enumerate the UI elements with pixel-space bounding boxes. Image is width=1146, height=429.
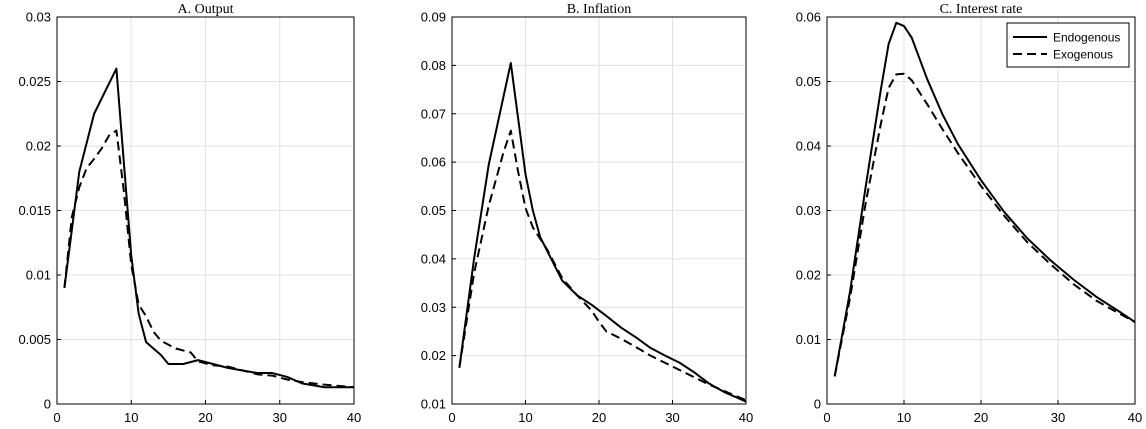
axes-box	[56, 16, 355, 405]
x-tick-label: 40	[1128, 410, 1142, 425]
x-tick-label: 30	[665, 410, 679, 425]
x-tick-label: 20	[198, 410, 212, 425]
x-tick-label: 40	[347, 410, 361, 425]
y-tick-label: 0.02	[796, 268, 821, 283]
series-line-endogenous	[63, 67, 354, 389]
y-tick-label: 0.06	[796, 10, 821, 25]
y-tick-label: 0.03	[26, 10, 51, 25]
y-tick-label: 0.05	[796, 74, 821, 89]
y-tick-label: 0.08	[421, 58, 446, 73]
y-tick-label: 0.07	[421, 106, 446, 121]
axes-box	[826, 16, 1136, 405]
legend-box	[1006, 22, 1130, 68]
series-line-exogenous	[63, 129, 355, 389]
y-tick-label: 0.03	[421, 300, 446, 315]
x-tick-label: 10	[897, 410, 911, 425]
axes-box	[451, 16, 747, 405]
x-tick-label: 10	[518, 410, 532, 425]
y-tick-label: 0	[44, 397, 51, 412]
y-tick-label: 0.025	[18, 74, 51, 89]
series-line-endogenous	[458, 61, 747, 403]
y-tick-label: 0.01	[421, 397, 446, 412]
y-tick-label: 0.02	[421, 348, 446, 363]
chart-title: A. Output	[178, 2, 234, 17]
x-tick-label: 30	[1051, 410, 1065, 425]
x-tick-label: 0	[448, 410, 455, 425]
y-tick-label: 0.04	[796, 139, 821, 154]
legend: Endogenous Exogenous	[1006, 22, 1130, 68]
y-tick-label: 0.01	[796, 332, 821, 347]
x-tick-label: 20	[592, 410, 606, 425]
y-tick-label: 0.05	[421, 203, 446, 218]
x-tick-label: 0	[823, 410, 830, 425]
series-line-endogenous	[833, 21, 1136, 377]
chart-title: C. Interest rate	[940, 2, 1023, 17]
x-tick-label: 0	[53, 410, 60, 425]
y-tick-label: 0.01	[26, 268, 51, 283]
x-tick-label: 30	[273, 410, 287, 425]
y-tick-label: 0.04	[421, 251, 446, 266]
chart-title: B. Inflation	[567, 2, 632, 17]
series-line-exogenous	[833, 72, 1136, 377]
chart-panel-2: 0.01 0.02 0.03 0.04 0.05 0.06 0.07 0.08 0.09 0 10 2…	[421, 2, 754, 425]
y-tick-label: 0.06	[421, 155, 446, 170]
chart-panel-1: 0 0.005 0.01 0.015 0.02 0.025 0.03 0 10 20 30 40 A. …	[18, 2, 361, 425]
legend-label-exogenous: Exogenous	[1053, 48, 1113, 62]
y-tick-label: 0.03	[796, 203, 821, 218]
y-tick-label: 0.02	[26, 139, 51, 154]
y-tick-label: 0	[814, 397, 821, 412]
x-tick-label: 10	[124, 410, 138, 425]
legend-label-endogenous: Endogenous	[1053, 31, 1120, 45]
y-tick-label: 0.005	[18, 332, 51, 347]
chart-panel-3: 0 0.01 0.02 0.03 0.04 0.05 0.06 0 10 20 30 40 C. Int…	[796, 2, 1143, 425]
y-tick-label: 0.015	[18, 203, 51, 218]
x-tick-label: 40	[739, 410, 753, 425]
x-tick-label: 20	[974, 410, 988, 425]
y-tick-label: 0.09	[421, 10, 446, 25]
